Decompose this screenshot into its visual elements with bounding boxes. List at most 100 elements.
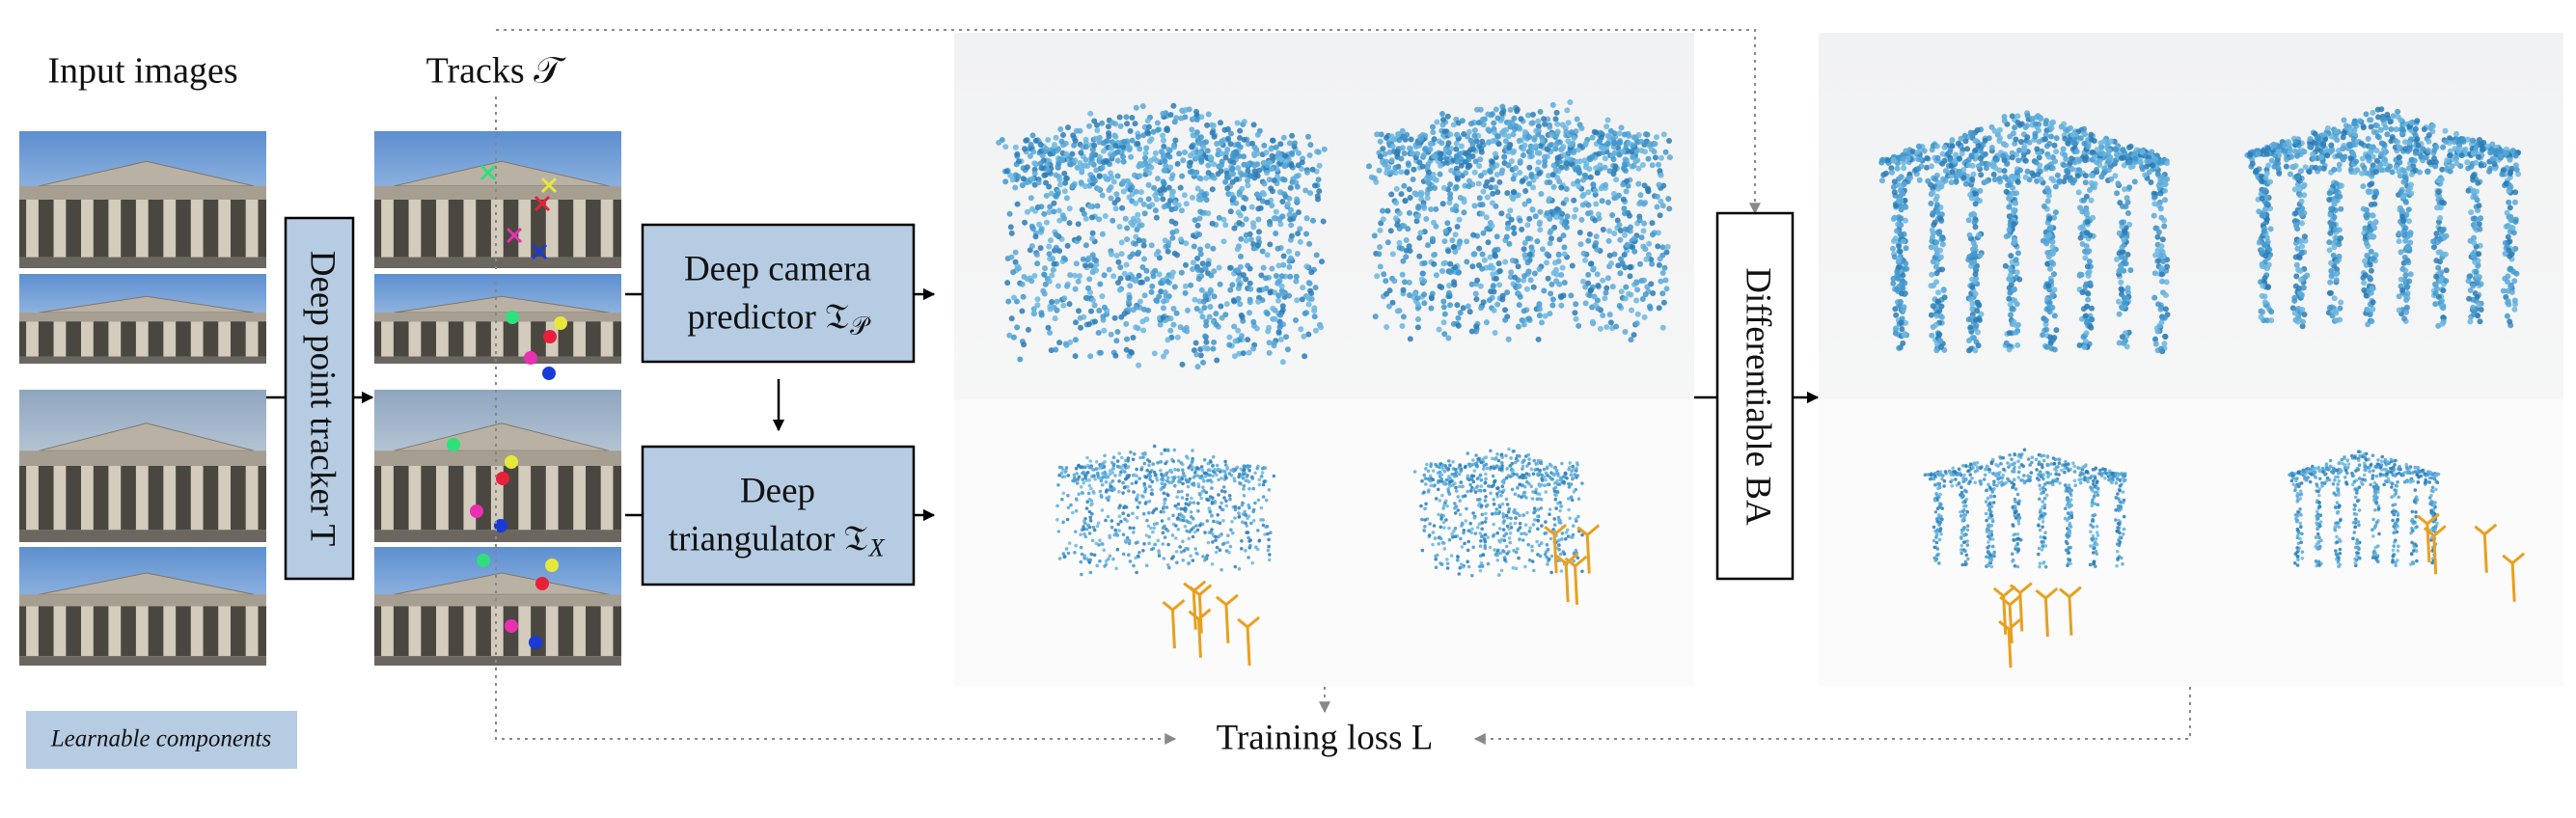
point [1631,134,1637,141]
point [1133,188,1139,195]
point [1169,480,1174,485]
point [1073,319,1079,326]
point [1121,270,1128,277]
point [1211,293,1218,300]
point [2152,336,2158,342]
point [1576,474,1580,477]
point [1429,464,1433,469]
point [1214,141,1220,147]
point [1174,334,1181,341]
point [1521,464,1525,469]
column [518,200,532,258]
point [1261,142,1268,149]
point [1181,539,1185,544]
point [1225,466,1229,470]
point [1242,468,1247,472]
point [1477,488,1481,493]
point [1654,193,1660,200]
point [1230,195,1237,202]
point [1526,215,1533,222]
point [1449,237,1456,244]
point [1538,468,1542,473]
point [1555,252,1562,259]
point [1150,547,1154,552]
point [1125,519,1129,523]
point [1145,123,1152,130]
point [1113,474,1117,477]
point [1269,166,1274,173]
point [1472,469,1477,473]
point [1965,217,1972,224]
point [1377,227,1384,233]
point [1143,487,1148,491]
point [1080,256,1086,262]
point [1048,237,1054,244]
ground [374,530,621,542]
point [1229,165,1236,172]
column [436,321,449,357]
track-dot [535,577,549,590]
point [1573,206,1579,213]
point [1293,278,1300,285]
track-cross [531,243,548,260]
point [1110,217,1116,224]
point [1141,210,1148,217]
column [190,606,204,657]
point [1637,199,1644,205]
point [1086,491,1091,496]
point [1631,332,1637,339]
point [1496,282,1503,288]
column-title: Input images [47,51,237,92]
point [1442,526,1446,530]
point [1181,481,1185,486]
point [1250,560,1254,565]
point [1086,523,1090,528]
photo [19,274,266,364]
point [1447,195,1454,202]
point [1200,144,1207,150]
point [1471,203,1478,209]
point [1057,557,1062,560]
point [1170,306,1177,312]
point [1094,122,1100,128]
point [1112,352,1119,359]
point [1132,490,1136,494]
point [1499,103,1506,110]
point [1110,273,1117,280]
point [1131,511,1135,516]
point [1107,498,1110,503]
point [1248,543,1252,548]
point [1161,531,1165,535]
point [1507,447,1511,451]
point [1557,543,1561,547]
column [135,200,149,258]
point [1412,191,1419,198]
column [245,466,259,531]
point [1536,313,1543,318]
point [1245,161,1251,168]
point [1237,170,1244,177]
point [1235,142,1242,149]
point [1468,328,1475,335]
point [1124,121,1131,127]
point [1571,464,1576,469]
point [1545,543,1549,547]
point [1246,349,1252,356]
point [1544,259,1549,266]
point [1499,296,1506,303]
point [1160,132,1166,139]
point [1504,453,1508,458]
point [1520,177,1526,184]
point [1133,104,1139,111]
entablature [19,312,266,322]
point [1196,502,1200,505]
point [1532,568,1536,573]
point [1043,219,1050,226]
point [1447,181,1454,188]
point [1110,178,1117,185]
point [1120,178,1127,184]
point [1004,280,1011,286]
point [1030,149,1037,155]
point [1061,170,1068,177]
point [1305,280,1312,286]
